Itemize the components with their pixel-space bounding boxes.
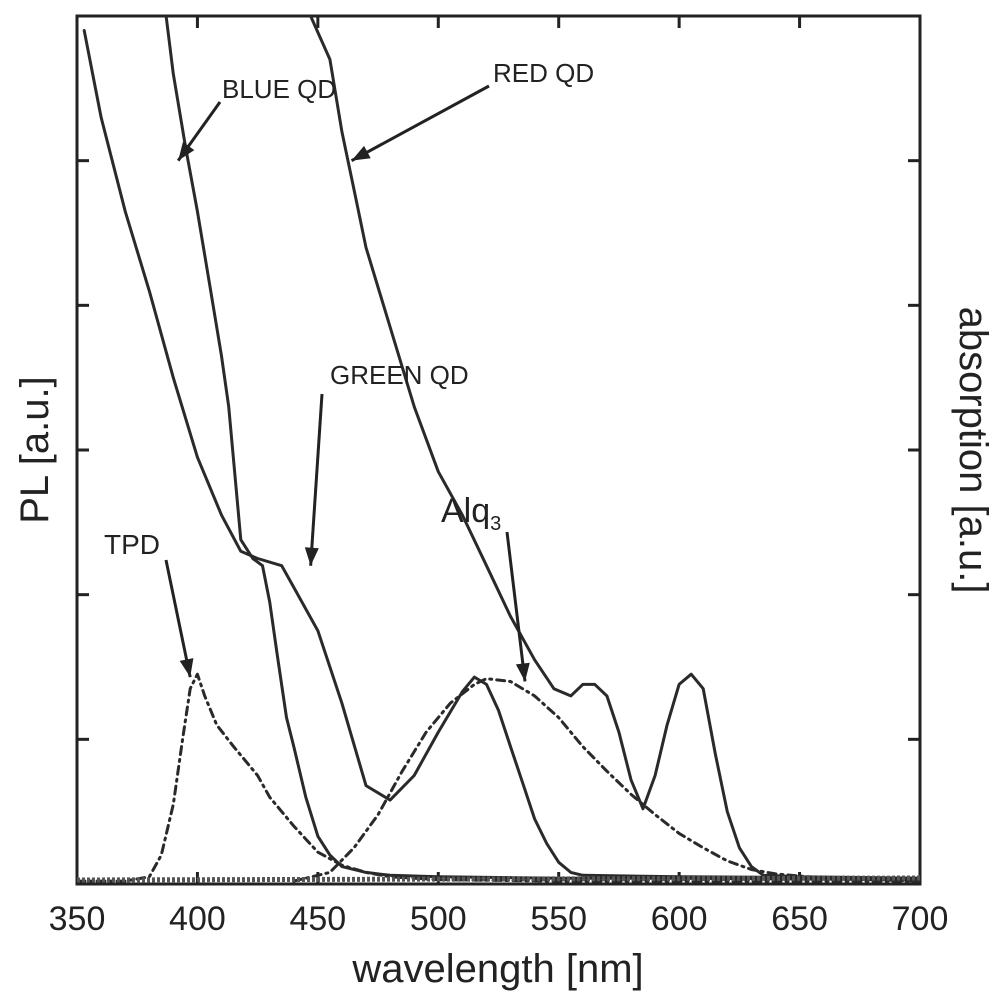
x-tick-label-700: 700 bbox=[892, 900, 949, 938]
x-tick-label-550: 550 bbox=[530, 900, 587, 938]
tick-labels-layer: 350 400 450 500 550 600 650 700 bbox=[49, 900, 949, 938]
annotation-arrow-green-qd bbox=[311, 394, 322, 566]
baseline-noise bbox=[77, 878, 920, 880]
ticks-group bbox=[77, 16, 920, 884]
plot-frame bbox=[77, 16, 920, 884]
annotation-arrow-alq3 bbox=[507, 532, 525, 681]
x-tick-label-500: 500 bbox=[410, 900, 467, 938]
series-layer bbox=[77, 16, 920, 881]
annotation-red-qd: RED QD bbox=[493, 58, 594, 88]
x-tick-label-650: 650 bbox=[771, 900, 828, 938]
annotation-green-qd: GREEN QD bbox=[330, 360, 469, 390]
x-tick-label-600: 600 bbox=[651, 900, 708, 938]
x-tick-label-350: 350 bbox=[49, 900, 106, 938]
annotation-alq3: Alq3 bbox=[441, 492, 501, 535]
series-blue-qd bbox=[166, 16, 920, 880]
plot-frame-group bbox=[77, 16, 920, 884]
annotation-arrow-red-qd bbox=[352, 86, 489, 161]
series-green-qd bbox=[84, 31, 920, 879]
annotation-arrowhead-alq3 bbox=[516, 663, 530, 682]
annotation-arrowhead-green-qd bbox=[305, 547, 319, 565]
annotation-blue-qd: BLUE QD bbox=[222, 74, 336, 104]
annotations-layer: BLUE QD GREEN QD RED QD TPD Alq3 bbox=[104, 58, 594, 681]
annotation-arrowhead-tpd bbox=[180, 658, 194, 677]
series-tpd bbox=[77, 674, 920, 881]
annotation-tpd: TPD bbox=[104, 529, 160, 560]
x-tick-label-400: 400 bbox=[169, 900, 226, 938]
y-axis-title-right: absorption [a.u.] bbox=[951, 307, 995, 594]
y-axis-title-left: PL [a.u.] bbox=[13, 376, 57, 524]
series-alq3 bbox=[294, 679, 920, 882]
annotation-arrowhead-red-qd bbox=[352, 146, 371, 161]
x-tick-label-450: 450 bbox=[289, 900, 346, 938]
x-axis-title: wavelength [nm] bbox=[351, 947, 643, 991]
series-red-qd bbox=[311, 16, 920, 878]
